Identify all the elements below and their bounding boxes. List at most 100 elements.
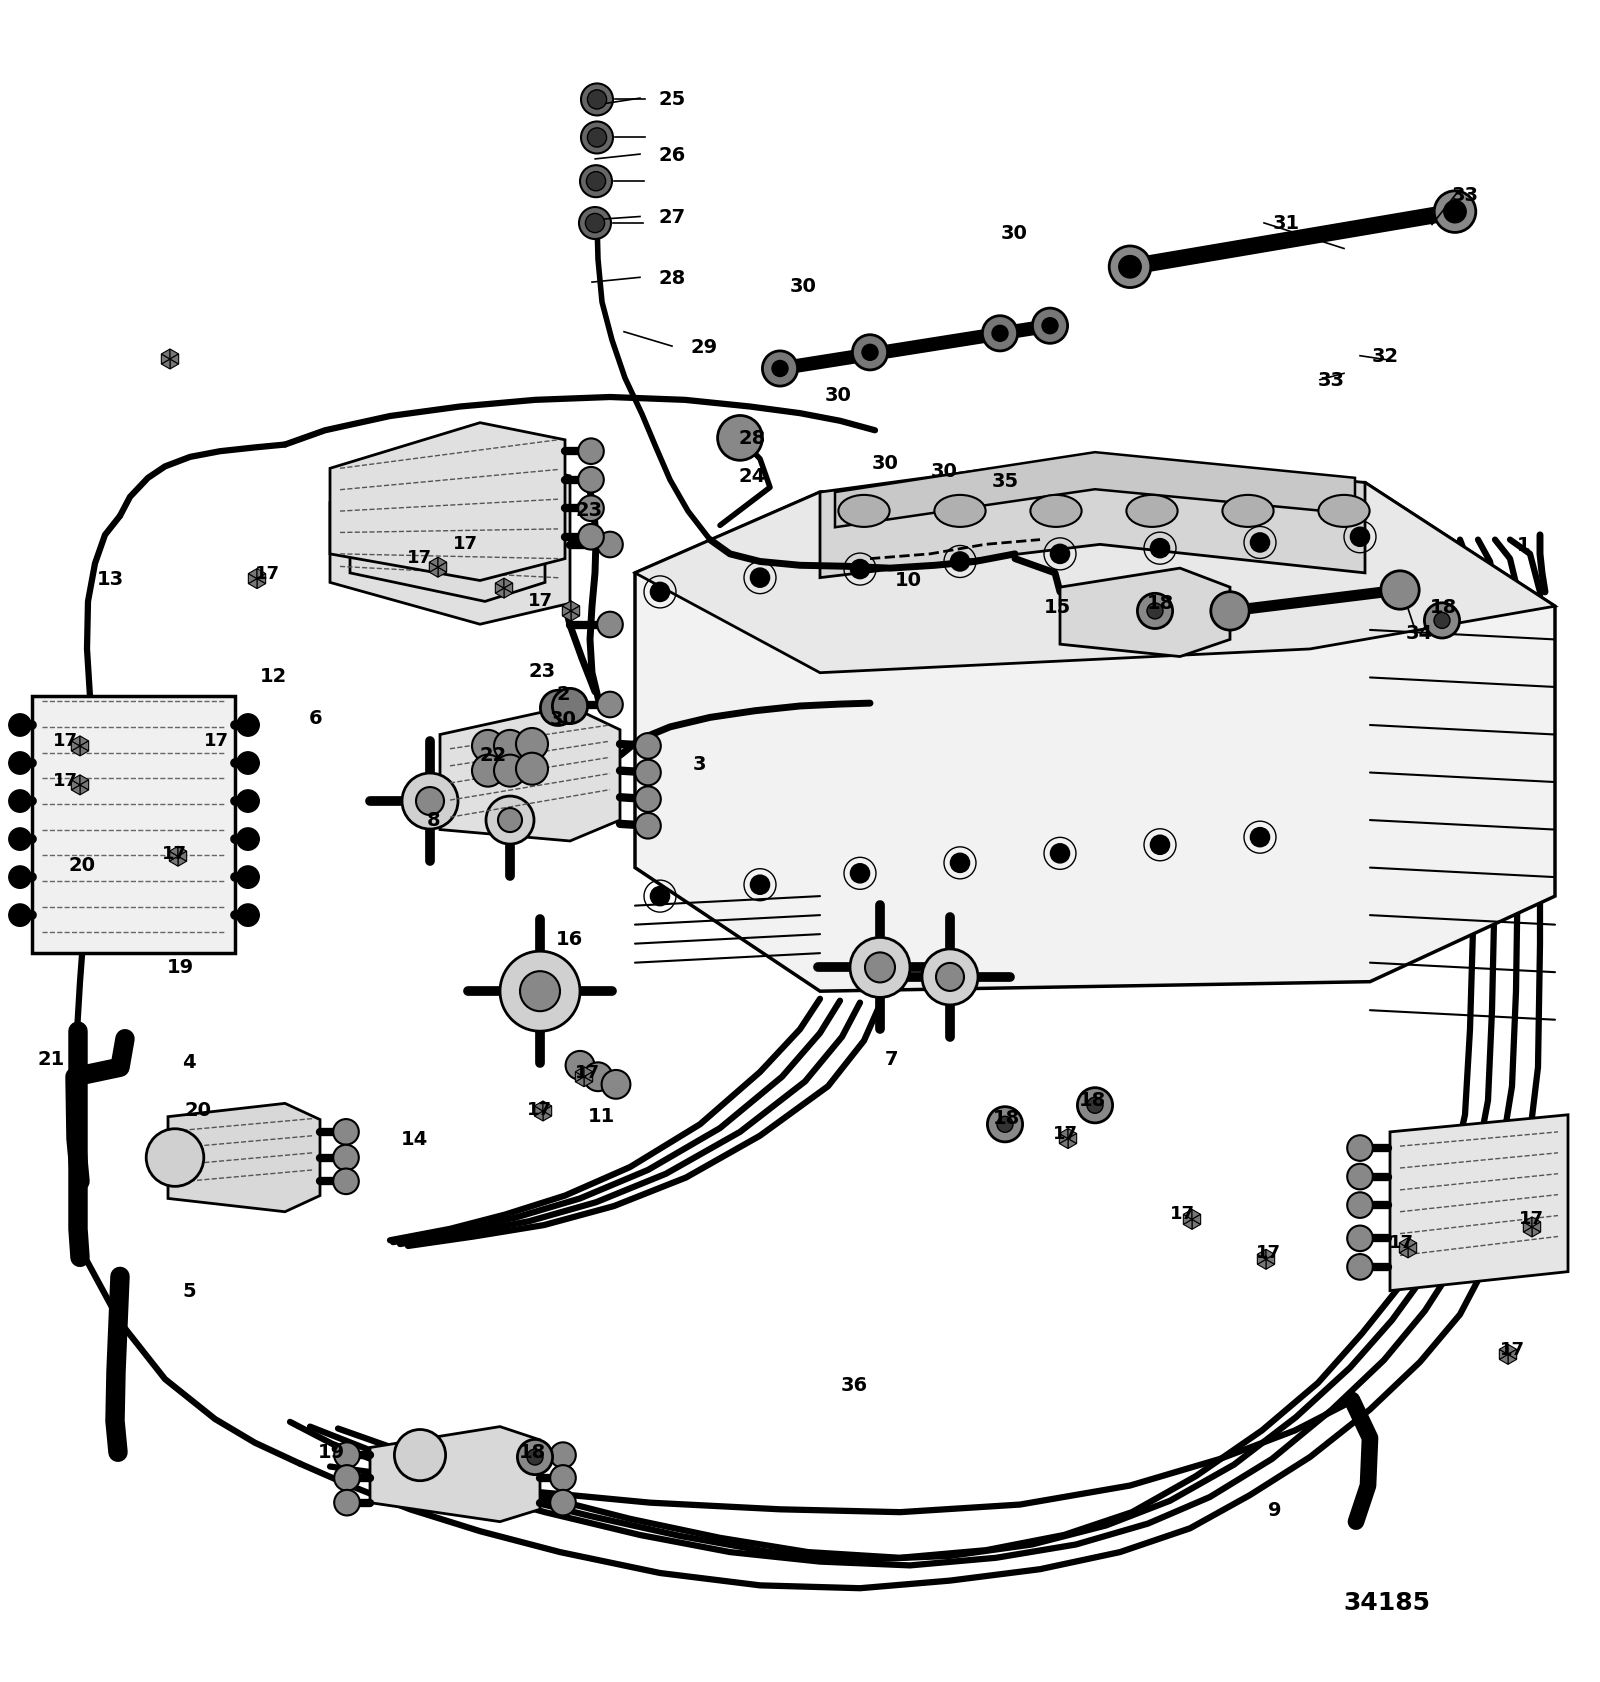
Circle shape (1251, 828, 1270, 848)
Text: 31: 31 (1274, 214, 1299, 234)
Polygon shape (1408, 1243, 1416, 1253)
Polygon shape (438, 569, 446, 579)
Circle shape (587, 91, 606, 109)
Circle shape (566, 1051, 595, 1080)
Polygon shape (1499, 1349, 1507, 1359)
Polygon shape (80, 775, 88, 785)
Polygon shape (1184, 1214, 1192, 1224)
Text: 4: 4 (182, 1053, 195, 1071)
Text: 17: 17 (1389, 1233, 1414, 1251)
Polygon shape (1059, 1129, 1069, 1139)
Circle shape (1147, 604, 1163, 619)
Circle shape (394, 1430, 445, 1480)
Circle shape (334, 1465, 360, 1490)
Text: 27: 27 (659, 209, 685, 227)
Polygon shape (576, 1076, 584, 1087)
Polygon shape (440, 706, 621, 841)
Polygon shape (635, 483, 1555, 673)
Circle shape (333, 1145, 358, 1171)
Text: 18: 18 (1429, 599, 1458, 617)
Polygon shape (562, 602, 571, 612)
Circle shape (584, 1063, 613, 1092)
Polygon shape (248, 569, 258, 579)
Polygon shape (542, 1102, 552, 1112)
Circle shape (579, 209, 611, 241)
Polygon shape (1408, 1248, 1416, 1258)
Circle shape (1109, 247, 1150, 288)
Polygon shape (72, 775, 80, 785)
Polygon shape (258, 574, 266, 584)
Text: 30: 30 (1002, 224, 1027, 242)
Polygon shape (72, 747, 80, 757)
Circle shape (1424, 604, 1459, 639)
Polygon shape (1069, 1129, 1077, 1139)
Circle shape (515, 754, 547, 785)
Text: 30: 30 (872, 454, 898, 473)
Circle shape (1118, 256, 1141, 279)
Circle shape (520, 972, 560, 1011)
Polygon shape (1507, 1344, 1517, 1354)
Circle shape (472, 730, 504, 762)
Circle shape (1347, 1226, 1373, 1251)
Polygon shape (1533, 1218, 1541, 1228)
Circle shape (402, 774, 458, 829)
Circle shape (635, 787, 661, 812)
Polygon shape (80, 747, 88, 757)
Polygon shape (1059, 1139, 1069, 1149)
Circle shape (750, 569, 770, 589)
Circle shape (333, 1169, 358, 1194)
Polygon shape (1258, 1260, 1266, 1270)
Polygon shape (1258, 1255, 1266, 1265)
Circle shape (597, 693, 622, 718)
Text: 15: 15 (1043, 599, 1072, 617)
Circle shape (853, 335, 888, 370)
Polygon shape (504, 579, 512, 589)
Circle shape (1434, 192, 1475, 234)
Circle shape (1150, 836, 1170, 854)
Text: 36: 36 (842, 1376, 867, 1394)
Polygon shape (576, 1071, 584, 1082)
Polygon shape (819, 454, 1365, 579)
Text: 17: 17 (1256, 1243, 1282, 1262)
Text: 7: 7 (885, 1050, 898, 1068)
Text: 32: 32 (1373, 346, 1398, 367)
Polygon shape (562, 607, 571, 617)
Polygon shape (1523, 1218, 1533, 1228)
Circle shape (486, 797, 534, 844)
Text: 17: 17 (53, 732, 78, 748)
Text: 30: 30 (790, 276, 816, 296)
Text: 34: 34 (1406, 624, 1432, 643)
Text: 5: 5 (182, 1280, 195, 1300)
Circle shape (146, 1129, 203, 1186)
Text: 28: 28 (658, 269, 686, 288)
Polygon shape (584, 1066, 592, 1076)
Text: 16: 16 (555, 928, 584, 949)
Text: 35: 35 (992, 471, 1018, 491)
Polygon shape (32, 696, 235, 954)
Polygon shape (562, 612, 571, 622)
Circle shape (237, 866, 259, 888)
Polygon shape (1258, 1250, 1266, 1260)
Polygon shape (72, 785, 80, 796)
Text: 30: 30 (931, 463, 957, 481)
Ellipse shape (838, 496, 890, 528)
Circle shape (550, 1443, 576, 1468)
Text: 25: 25 (658, 89, 686, 109)
Polygon shape (1266, 1255, 1275, 1265)
Circle shape (866, 952, 894, 982)
Text: 13: 13 (98, 569, 123, 589)
Circle shape (635, 760, 661, 785)
Polygon shape (350, 483, 546, 602)
Circle shape (334, 1443, 360, 1468)
Polygon shape (330, 456, 570, 624)
Circle shape (498, 809, 522, 833)
Text: 30: 30 (550, 710, 576, 728)
Circle shape (1251, 533, 1270, 553)
Circle shape (1347, 1164, 1373, 1189)
Polygon shape (1192, 1209, 1200, 1219)
Text: 14: 14 (400, 1129, 429, 1147)
Ellipse shape (1222, 496, 1274, 528)
Circle shape (334, 1490, 360, 1515)
Polygon shape (542, 1107, 552, 1117)
Circle shape (1138, 594, 1173, 629)
